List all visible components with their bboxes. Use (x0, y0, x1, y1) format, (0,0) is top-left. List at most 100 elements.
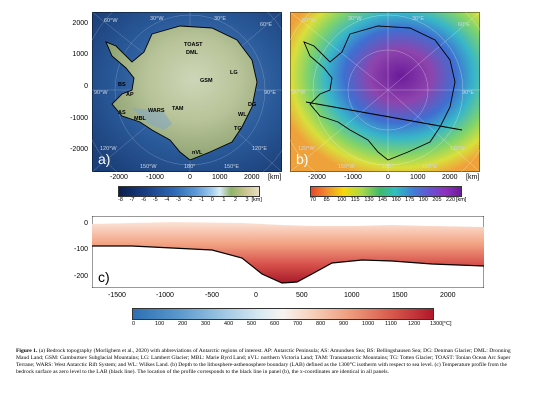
panel-c-y-tick: 0 (84, 220, 88, 227)
panel-a-y-tick: 2000 (72, 20, 88, 27)
colorbar-a-tick: -1 (199, 197, 205, 203)
caption-label: Figure 1. (16, 348, 38, 354)
colorbar-a-ticks: -8 -7 -6 -5 -4 -3 -2 -1 0 1 2 3 [km] (118, 197, 278, 203)
label-bs: BS (118, 82, 126, 88)
panel-a-y-tick: 0 (84, 83, 88, 90)
lon-label: 30°W (150, 16, 164, 22)
colorbar-a-tick: -8 (118, 197, 123, 203)
colorbar-b-unit: [km] (455, 197, 467, 203)
colorbar-c-tick: 300 (201, 321, 211, 327)
label-dml: DML (186, 50, 199, 56)
colorbar-a-tick: -2 (187, 197, 193, 203)
colorbar-a-tick: -5 (152, 197, 158, 203)
colorbar-b-tick: 145 (377, 197, 388, 203)
colorbar-c-tick: 1000 (362, 321, 375, 327)
panel-b-x-tick: 2000 (442, 174, 458, 181)
colorbar-a-tick: -4 (164, 197, 170, 203)
colorbar-b-tick: 115 (350, 197, 360, 203)
label-gsm: GSM (200, 78, 213, 84)
colorbar-b-tick: 160 (391, 197, 401, 203)
colorbar-c-tick: 100 (155, 321, 165, 327)
colorbar-a-tick: 2 (233, 197, 237, 203)
colorbar-a-tick: 1 (222, 197, 226, 203)
colorbar-a-tick: 0 (210, 197, 214, 203)
colorbar-a-tick: -7 (129, 197, 135, 203)
panel-b-x-tick: 1000 (410, 174, 426, 181)
caption-text: (a) Bedrock topography (Morlighem et al.… (16, 348, 511, 375)
colorbar-b-ticks: 70 85 100 115 130 145 160 175 190 205 22… (310, 197, 510, 203)
colorbar-c-ticks: 0 100 200 300 400 500 600 700 800 900 10… (132, 321, 472, 327)
colorbar-c-tick: 700 (293, 321, 303, 327)
colorbar-b-tick: 205 (432, 197, 442, 203)
colorbar-a-tick: -3 (175, 197, 181, 203)
label-lg: LG (230, 70, 238, 76)
lon-label: 150°W (140, 164, 157, 170)
lon-label: 150°W (338, 164, 355, 170)
panel-a-letter: a) (98, 151, 110, 167)
colorbar-c-tick: 1200 (408, 321, 421, 327)
panel-c-x-tick: 2000 (440, 292, 456, 299)
panel-b-colorbar (310, 186, 462, 197)
lon-label: 90°W (292, 90, 306, 96)
colorbar-c-tick: 200 (178, 321, 188, 327)
panel-c-x-tick: 500 (296, 292, 308, 299)
colorbar-b-tick: 70 (310, 197, 317, 203)
label-wl: WL (238, 112, 247, 118)
panel-c-x-tick: 1000 (344, 292, 360, 299)
lon-label: 90°E (264, 90, 276, 96)
panel-a-x-unit: [km] (268, 174, 282, 181)
panel-b-map: 60°W 30°W 30°E 60°E 90°W 90°E 120°W 120°… (290, 12, 480, 172)
lon-label: 60°E (458, 22, 470, 28)
panel-a-map: TOAST DML GSM LG BS AP AS MBL WARS TAM W… (92, 12, 282, 172)
panel-c-x-tick: -500 (205, 292, 220, 299)
panel-b-x-tick: -1000 (344, 174, 362, 181)
lon-label: 30°E (412, 16, 424, 22)
panel-b-letter: b) (296, 151, 308, 167)
colorbar-a-unit: [km] (251, 197, 262, 203)
lon-label: 120°W (298, 146, 315, 152)
panel-a-y-tick: -2000 (70, 146, 88, 153)
colorbar-c-tick: 600 (270, 321, 280, 327)
panel-c-x-tick: 0 (254, 292, 258, 299)
label-tam: TAM (172, 106, 184, 112)
lon-label: 120°W (100, 146, 117, 152)
colorbar-c-tick: 500 (247, 321, 257, 327)
panel-a-y-tick: -1000 (70, 115, 88, 122)
panel-b-x-unit: [km] (466, 174, 480, 181)
colorbar-c-tick: 800 (316, 321, 326, 327)
lon-label: 150°E (224, 164, 239, 170)
lon-label: 30°E (214, 16, 226, 22)
colorbar-a-tick: -6 (141, 197, 147, 203)
panel-b: 60°W 30°W 30°E 60°E 90°W 90°E 120°W 120°… (288, 8, 518, 208)
panel-a-colorbar (118, 186, 260, 197)
colorbar-c-tick: 900 (339, 321, 349, 327)
panel-a: 2000 1000 0 -1000 -2000 (60, 8, 285, 208)
panel-a-x-tick: 0 (188, 174, 192, 181)
panel-b-x-tick: 0 (386, 174, 390, 181)
lon-label: 30°W (348, 16, 362, 22)
lon-label: 60°W (104, 18, 118, 24)
colorbar-b-tick: 175 (405, 197, 415, 203)
colorbar-c-unit: [°C] (442, 321, 452, 327)
lon-label: 90°W (94, 90, 108, 96)
panel-a-x-tick: -2000 (110, 174, 128, 181)
lon-label: 180° (382, 164, 393, 170)
panel-c-y-tick: -100 (73, 246, 88, 253)
label-toast: TOAST (184, 42, 203, 48)
label-nvl: nVL (192, 150, 203, 156)
lon-label: 150°E (422, 164, 437, 170)
colorbar-c-tick: 0 (132, 321, 136, 327)
colorbar-b-tick: 130 (364, 197, 374, 203)
colorbar-c-tick: 400 (224, 321, 234, 327)
panel-c-x-tick: -1000 (156, 292, 174, 299)
panel-a-x-tick: 2000 (244, 174, 260, 181)
lon-label: 120°E (252, 146, 267, 152)
lon-label: 180° (184, 164, 195, 170)
colorbar-b-tick: 85 (323, 197, 330, 203)
colorbar-b-tick: 220 (445, 197, 456, 203)
lon-label: 60°W (302, 18, 316, 24)
panel-b-x-tick: -2000 (308, 174, 326, 181)
colorbar-b-tick: 190 (418, 197, 428, 203)
colorbar-c-tick: 1300 (430, 321, 443, 327)
panel-c-y-tick: -200 (73, 273, 88, 280)
